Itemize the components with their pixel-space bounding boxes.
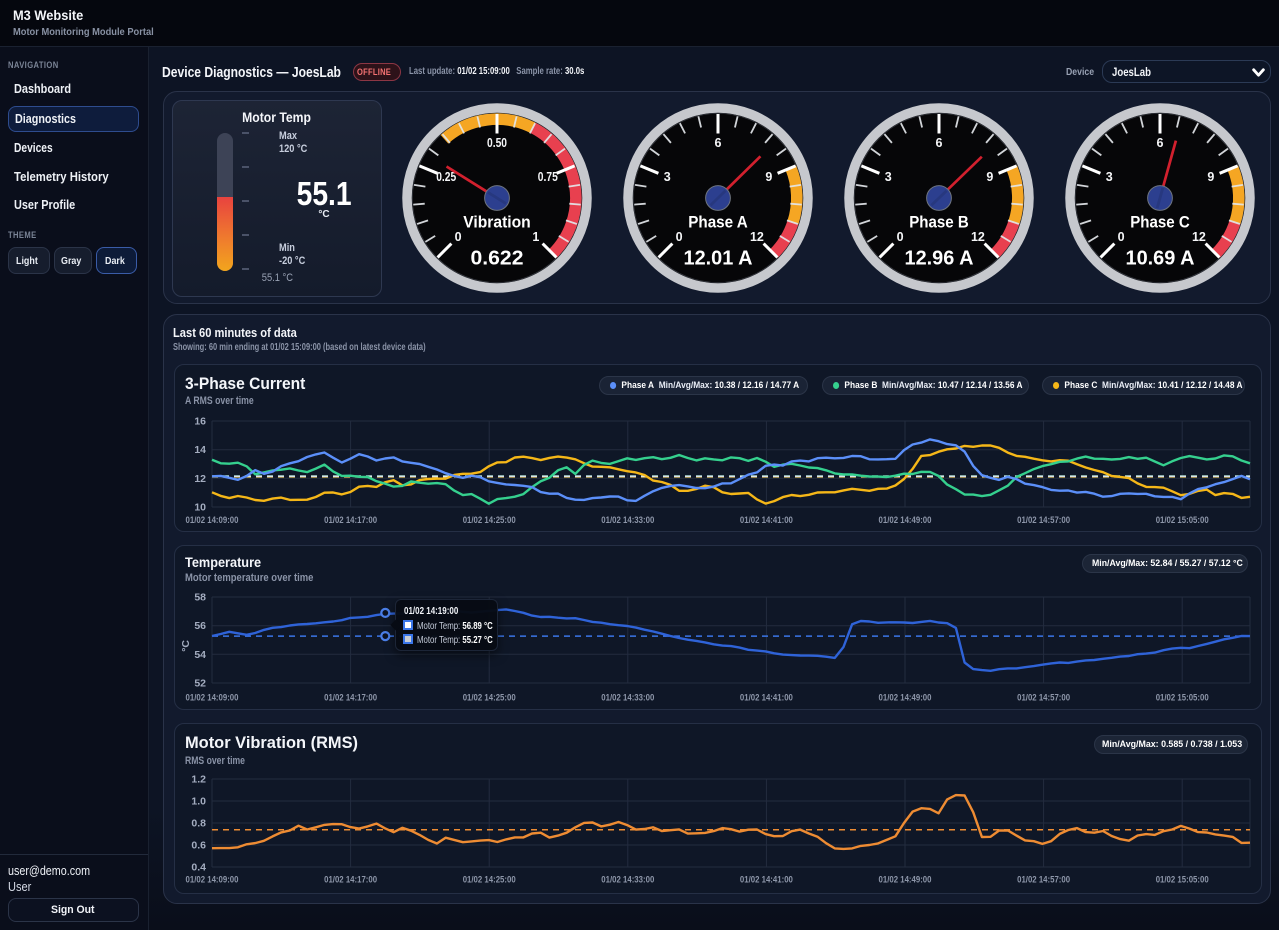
svg-text:54: 54 [194, 649, 206, 661]
svg-text:0: 0 [454, 230, 461, 244]
svg-text:12: 12 [1192, 230, 1206, 244]
svg-text:1.2: 1.2 [191, 774, 206, 786]
svg-text:9: 9 [765, 170, 772, 184]
svg-text:0.25: 0.25 [436, 170, 456, 184]
svg-text:01/02 14:09:00: 01/02 14:09:00 [186, 693, 239, 704]
svg-text:01/02 15:05:00: 01/02 15:05:00 [1156, 693, 1209, 704]
svg-text:16: 16 [194, 416, 206, 428]
svg-text:01/02 14:09:00: 01/02 14:09:00 [186, 875, 239, 886]
svg-text:Phase A: Phase A [688, 213, 748, 232]
svg-text:01/02 15:05:00: 01/02 15:05:00 [1156, 875, 1209, 886]
svg-text:9: 9 [986, 170, 993, 184]
svg-text:3: 3 [885, 170, 892, 184]
svg-text:6: 6 [1157, 136, 1164, 150]
svg-text:12: 12 [971, 230, 985, 244]
svg-text:0: 0 [675, 230, 682, 244]
svg-text:0.50: 0.50 [487, 136, 507, 150]
svg-text:01/02 14:17:00: 01/02 14:17:00 [324, 875, 377, 886]
svg-text:0.622: 0.622 [470, 247, 523, 270]
svg-text:01/02 14:17:00: 01/02 14:17:00 [324, 515, 377, 526]
svg-text:0.6: 0.6 [191, 840, 206, 852]
svg-text:01/02 14:33:00: 01/02 14:33:00 [601, 515, 654, 526]
svg-text:01/02 14:25:00: 01/02 14:25:00 [463, 693, 516, 704]
svg-text:01/02 14:57:00: 01/02 14:57:00 [1017, 515, 1070, 526]
svg-text:01/02 14:25:00: 01/02 14:25:00 [463, 875, 516, 886]
svg-text:6: 6 [714, 136, 721, 150]
svg-text:0.8: 0.8 [191, 818, 206, 830]
svg-text:14: 14 [194, 444, 206, 456]
svg-text:01/02 14:41:00: 01/02 14:41:00 [740, 693, 793, 704]
svg-text:01/02 14:25:00: 01/02 14:25:00 [463, 515, 516, 526]
svg-text:58: 58 [194, 592, 206, 604]
svg-text:01/02 14:33:00: 01/02 14:33:00 [601, 875, 654, 886]
svg-text:10.69 A: 10.69 A [1126, 247, 1195, 270]
svg-text:01/02 14:41:00: 01/02 14:41:00 [740, 515, 793, 526]
svg-text:0: 0 [1118, 230, 1125, 244]
svg-text:01/02 14:49:00: 01/02 14:49:00 [879, 693, 932, 704]
svg-text:01/02 14:17:00: 01/02 14:17:00 [324, 693, 377, 704]
svg-text:1.0: 1.0 [191, 796, 206, 808]
svg-text:01/02 15:05:00: 01/02 15:05:00 [1156, 515, 1209, 526]
svg-text:12.96 A: 12.96 A [905, 247, 974, 270]
svg-text:3: 3 [1106, 170, 1113, 184]
svg-text:52: 52 [194, 678, 206, 690]
svg-text:12: 12 [749, 230, 763, 244]
svg-text:10: 10 [194, 502, 206, 514]
svg-text:12.01 A: 12.01 A [683, 247, 752, 270]
svg-text:Vibration: Vibration [463, 213, 531, 232]
svg-text:12: 12 [194, 473, 206, 485]
svg-text:01/02 14:49:00: 01/02 14:49:00 [879, 875, 932, 886]
svg-text:3: 3 [663, 170, 670, 184]
svg-text:01/02 14:33:00: 01/02 14:33:00 [601, 693, 654, 704]
svg-text:01/02 14:49:00: 01/02 14:49:00 [879, 515, 932, 526]
svg-text:°C: °C [180, 640, 192, 652]
svg-text:01/02 14:09:00: 01/02 14:09:00 [186, 515, 239, 526]
svg-text:6: 6 [936, 136, 943, 150]
svg-text:56: 56 [194, 620, 206, 632]
svg-text:01/02 14:57:00: 01/02 14:57:00 [1017, 875, 1070, 886]
svg-text:0: 0 [897, 230, 904, 244]
svg-text:0.4: 0.4 [191, 862, 206, 874]
svg-text:1: 1 [532, 230, 539, 244]
svg-text:01/02 14:41:00: 01/02 14:41:00 [740, 875, 793, 886]
svg-text:Phase C: Phase C [1130, 213, 1190, 232]
svg-text:01/02 14:57:00: 01/02 14:57:00 [1017, 693, 1070, 704]
svg-text:0.75: 0.75 [537, 170, 557, 184]
svg-text:Phase B: Phase B [909, 213, 969, 232]
svg-text:9: 9 [1207, 170, 1214, 184]
